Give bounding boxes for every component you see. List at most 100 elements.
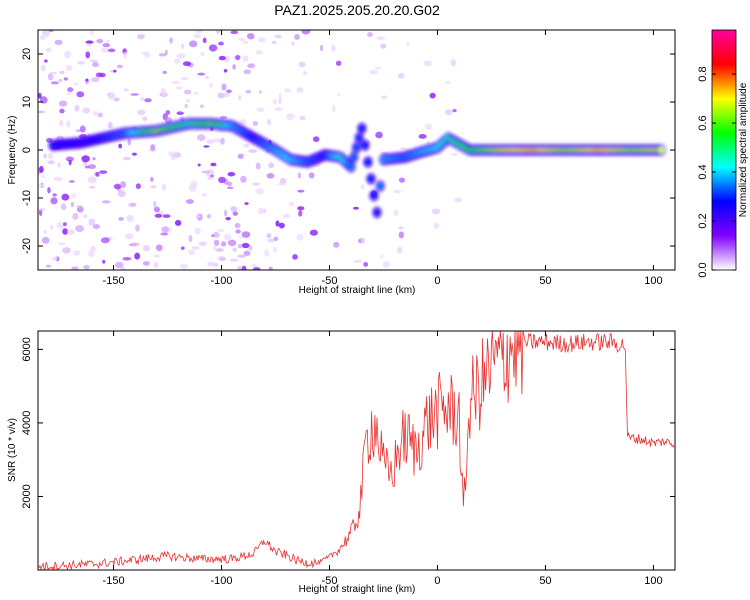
noise-blob (66, 92, 72, 96)
noise-blob (452, 108, 457, 113)
noise-blob (92, 62, 99, 68)
noise-blob (108, 92, 116, 100)
noise-blob (92, 224, 100, 230)
noise-blob (223, 233, 232, 241)
noise-blob (82, 107, 91, 114)
noise-blob (223, 68, 228, 73)
noise-blob (243, 250, 251, 256)
noise-blob (89, 185, 96, 189)
noise-blob (288, 201, 295, 207)
noise-blob (102, 259, 106, 264)
noise-blob (47, 160, 55, 165)
noise-blob (374, 67, 382, 70)
noise-blob (131, 152, 137, 156)
noise-blob (360, 184, 365, 190)
y-tick-label: -10 (21, 190, 33, 206)
noise-blob (380, 43, 387, 49)
noise-blob (215, 248, 224, 252)
noise-blob (240, 175, 247, 183)
noise-blob (58, 79, 63, 83)
noise-blob (431, 208, 441, 215)
noise-blob (247, 63, 256, 69)
noise-blob (277, 182, 287, 186)
noise-blob (142, 261, 150, 266)
y-tick-label: 2000 (21, 484, 33, 508)
noise-blob (398, 226, 404, 230)
noise-blob (53, 176, 63, 181)
ridge-core (350, 154, 358, 161)
noise-blob (216, 229, 225, 233)
colorbar-tick-label: 0.8 (697, 66, 709, 81)
noise-blob (79, 125, 86, 133)
noise-blob (142, 116, 148, 122)
x-tick-label: 50 (539, 575, 551, 587)
noise-blob (85, 51, 91, 59)
noise-blob (252, 267, 261, 270)
noise-blob (282, 214, 290, 218)
colorbar-tick-label: 0.0 (697, 262, 709, 277)
y-tick-label: 4000 (21, 411, 33, 435)
noise-blob (197, 134, 206, 141)
noise-blob (141, 51, 151, 56)
noise-blob (252, 121, 259, 126)
noise-blob (142, 244, 151, 252)
x-tick-label: 50 (539, 275, 551, 287)
noise-blob (212, 138, 222, 143)
noise-blob (41, 174, 45, 178)
noise-blob (256, 107, 265, 112)
noise-blob (400, 147, 407, 151)
noise-blob (209, 82, 213, 88)
noise-blob (59, 119, 64, 127)
noise-blob (418, 134, 427, 139)
noise-blob (232, 247, 237, 252)
noise-blob (331, 105, 336, 113)
noise-blob (218, 176, 226, 184)
noise-blob (195, 30, 204, 34)
noise-blob (45, 47, 52, 53)
noise-blob (426, 141, 430, 145)
noise-blob (43, 229, 47, 234)
noise-blob (150, 185, 157, 189)
noise-blob (234, 222, 241, 229)
noise-blob (222, 92, 231, 98)
noise-blob (199, 51, 206, 57)
noise-blob (81, 155, 90, 163)
x-tick-label: -100 (211, 275, 233, 287)
noise-blob (160, 232, 169, 236)
spectrogram-ridge (48, 117, 667, 219)
noise-blob (114, 97, 121, 101)
noise-blob (118, 143, 123, 149)
spectrogram-y-ticks: -20 -10 0 10 20 (21, 48, 675, 254)
noise-blob (65, 64, 73, 71)
noise-blob (255, 188, 265, 195)
noise-blob (308, 172, 315, 179)
noise-blob (255, 162, 261, 170)
noise-blob (215, 30, 221, 34)
noise-blob (92, 157, 96, 161)
noise-blob (197, 163, 201, 167)
noise-blob (61, 193, 70, 201)
snr-y-ticks: 2000 4000 6000 (21, 337, 675, 509)
noise-blob (50, 197, 58, 205)
ridge-core (361, 142, 369, 149)
ridge-core (358, 125, 366, 132)
noise-blob (63, 77, 69, 81)
noise-blob (353, 259, 363, 264)
noise-blob (101, 200, 111, 204)
noise-blob (252, 182, 261, 186)
colorbar-ticks: 0.0 0.2 0.4 0.6 0.8 (697, 66, 736, 278)
noise-blob (128, 202, 137, 207)
noise-blob (162, 70, 167, 75)
noise-blob (210, 174, 214, 178)
noise-blob (150, 144, 156, 151)
noise-blob (180, 76, 189, 80)
noise-blob (135, 224, 140, 232)
y-tick-label: -20 (21, 238, 33, 254)
colorbar-gradient (712, 30, 736, 270)
noise-blob (140, 96, 145, 102)
ridge-core (376, 182, 384, 190)
noise-blob (219, 257, 226, 262)
noise-blob (176, 111, 184, 116)
noise-blob (95, 171, 100, 177)
noise-blob (183, 89, 192, 95)
